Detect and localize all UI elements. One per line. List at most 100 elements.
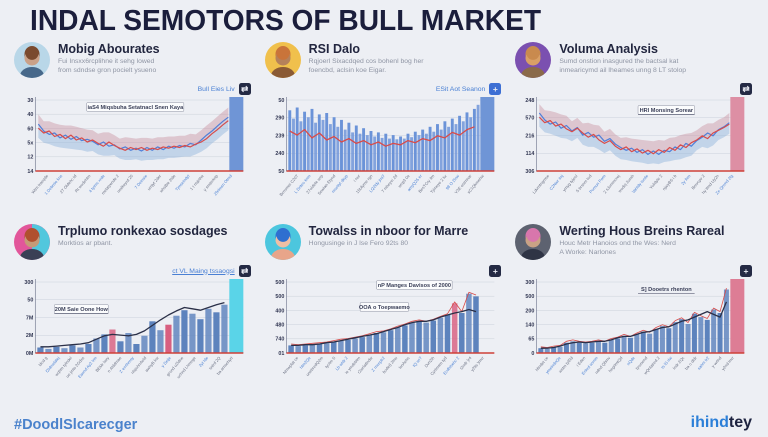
svg-text:30: 30 [27,98,33,104]
person-avatar [515,42,552,78]
svg-text:nQde: nQde [626,355,637,366]
svg-text:300: 300 [526,280,535,286]
panel-subtitle-line2 [58,248,253,256]
panel-header: Towalss in nboor for Marre Hongusinge in… [264,224,504,265]
svg-text:290: 290 [275,116,284,122]
svg-text:sahm tr2: sahm tr2 [696,355,711,371]
panel-towalss-marre: Towalss in nboor for Marre Hongusinge in… [264,224,504,400]
svg-text:570: 570 [526,116,535,122]
brand-logo: ihindtey [691,414,752,432]
svg-text:Nmwplat ce: Nmwplat ce [281,355,299,375]
panel-title: RSI Dalo [308,42,361,56]
svg-text:ldod g: ldod g [37,355,48,367]
panel-header: Mobig Abourates Fui Insxx6rcplihne it se… [14,42,253,83]
chart-link-label[interactable]: Bull Eies Liv [197,85,235,93]
svg-text:Ldvmtngmse: Ldvmtngmse [532,173,551,195]
panel-title: Voluma Analysis [559,42,658,56]
svg-text:lsnAehc: lsnAehc [397,355,410,369]
svg-text:60: 60 [27,126,33,132]
panel-rsi-dalo: RSI Dalo Rqjoerl Sixacdqed cos bohenl bo… [264,42,504,218]
svg-text:0M: 0M [26,351,34,357]
hashtag[interactable]: #DoodlSlcarecger [14,417,138,433]
panel-subtitle-line1: Sumd onstion inasgured the bactsal kat [559,58,679,66]
panel-header: RSI Dalo Rqjoerl Sixacdqed cos bohenl bo… [264,42,504,83]
svg-text:0: 0 [532,351,535,357]
add-icon[interactable]: + [489,265,502,277]
panel-subtitle-line2 [309,248,504,256]
svg-text:7M: 7M [26,315,34,321]
svg-text:5x: 5x [27,141,33,147]
svg-text:12: 12 [27,155,33,161]
svg-text:14: 14 [27,169,33,175]
svg-text:740: 740 [275,337,284,343]
brand-part1: ihind [690,414,729,431]
chart-link-label[interactable]: ct VL Maing tssaogsi [172,267,235,275]
svg-text:200: 200 [526,308,535,314]
panel-subtitle-line1: Houc Metr Hanoios ond the Wes: Nerd [559,240,676,248]
brand-part2: tey [728,414,752,431]
panel-title: Trplumo ronkexao sosdages [58,224,228,238]
panel-subtitle-line2: inmearicymd ail lheames unng 8 LT stolop [559,67,687,75]
svg-text:239: 239 [275,133,284,139]
svg-text:tQ wr7: tQ wr7 [411,355,423,368]
panel-subtitle-line1: Rqjoerl Sixacdqed cos bohenl bog her [308,58,424,66]
svg-text:nP Manges Davisos of 2000: nP Manges Davisos of 2000 [377,283,450,289]
svg-text:2y lhm: 2y lhm [680,173,692,186]
svg-text:OOA o Toepwaemo: OOA o Toepwaemo [359,305,411,311]
panel-header: Voluma Analysis Sumd onstion inasgured t… [515,42,754,83]
svg-text:01: 01 [278,351,284,357]
panel-header: Trplumo ronkexao sosdages Morktios ar pb… [14,224,253,265]
person-avatar [264,224,301,260]
person-avatar [14,42,50,78]
svg-text:S] Dooetrs rhenton: S] Dooetrs rhenton [641,287,692,293]
page-title: INDAL SEMOTORS OF BULL MARKET [30,5,542,37]
svg-text:400: 400 [275,308,284,314]
svg-text:20M Saie Oone How: 20M Saie Oone How [55,307,109,313]
panel-title: Mobig Abourates [58,42,160,56]
svg-text:248: 248 [526,98,535,104]
panel-subtitle-line2: A Worke: Narlones [559,249,616,257]
svg-text:i nur: i nur [352,173,361,183]
add-icon[interactable]: + [489,83,502,95]
panel-mobig-abourates: Mobig Abourates Fui Insxx6rcplihne it se… [14,42,253,218]
person-avatar [14,224,50,260]
person-avatar [515,224,552,260]
svg-text:HRl Monsing Sorear: HRl Monsing Sorear [640,108,694,114]
svg-text:i Eden: i Eden [575,355,587,368]
svg-text:iaS4 Miqsbuha Setatnacl Snen K: iaS4 Miqsbuha Setatnacl Snen Kaya [87,105,184,111]
svg-text:500: 500 [275,280,284,286]
panel-title: Werting Hous Breins Rareal [559,224,725,238]
panels-grid: Mobig Abourates Fui Insxx6rcplihne it se… [0,38,768,400]
svg-text:480: 480 [275,323,284,329]
panel-voluma-analysis: Voluma Analysis Sumd onstion inasgured t… [515,42,754,218]
panel-subtitle-line1: Morktios ar pbant. [58,240,113,248]
svg-text:2M: 2M [26,333,34,339]
panel-title: Towalss in nboor for Marre [308,224,469,238]
swap-arrows-icon[interactable]: ⇄ [238,265,251,277]
swap-arrows-icon[interactable]: ⇄ [238,83,251,95]
svg-text:114: 114 [526,151,535,157]
chart-link-label[interactable]: ESit Aot Seanon [435,85,486,93]
svg-text:140: 140 [526,323,535,329]
svg-text:50: 50 [278,169,284,175]
add-icon[interactable]: + [740,265,752,277]
svg-text:300: 300 [24,280,33,286]
panel-subtitle-line1: Fui Insxx6rcplihne it sehg lowed [58,58,155,66]
svg-text:500: 500 [526,294,535,300]
svg-text:240: 240 [275,151,284,157]
panel-header: Werting Hous Breins Rareal Houc Metr Han… [515,224,754,265]
swap-arrows-icon[interactable]: ⇄ [740,83,752,95]
svg-text:50: 50 [278,98,284,104]
svg-text:65: 65 [529,337,535,343]
svg-text:306: 306 [526,169,535,175]
panel-subtitle-line1: Hongusinge in J lse Fero 92ts 80 [308,240,409,248]
panel-werting-rareal: Werting Hous Breins Rareal Houc Metr Han… [515,224,754,400]
panel-subtitle-line2: from sdndse gron pocielt ysueno [58,67,157,75]
panel-subtitle-line2: foencbd, aclsin koe Eigar. [308,67,387,75]
svg-text:500: 500 [275,294,284,300]
